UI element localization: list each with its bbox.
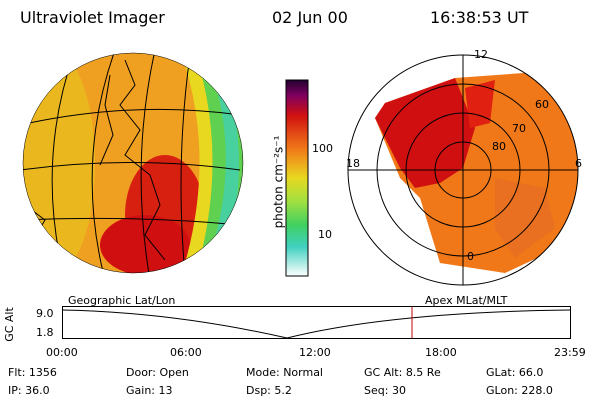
altitude-plot bbox=[61, 306, 571, 339]
polar-label-18: 18 bbox=[346, 157, 360, 170]
info-mode: Mode: Normal bbox=[246, 366, 323, 379]
info-gcalt-value: 8.5 Re bbox=[405, 366, 441, 379]
info-glon: GLon: 228.0 bbox=[486, 384, 553, 397]
date-label: 02 Jun 00 bbox=[272, 8, 348, 27]
info-door-label: Door: bbox=[126, 366, 156, 379]
altplot-ytick-top: 9.0 bbox=[36, 307, 54, 320]
left-caption: Geographic Lat/Lon bbox=[68, 294, 176, 307]
info-gcalt: GC Alt: 8.5 Re bbox=[364, 366, 441, 379]
right-caption: Apex MLat/MLT bbox=[425, 294, 508, 307]
app-title: Ultraviolet Imager bbox=[20, 8, 165, 27]
colorbar bbox=[285, 79, 309, 277]
info-mode-value: Normal bbox=[283, 366, 323, 379]
info-gcalt-label: GC Alt: bbox=[364, 366, 403, 379]
polar-lat-60: 60 bbox=[535, 98, 549, 111]
info-dsp-label: Dsp: bbox=[246, 384, 271, 397]
info-glat-value: 66.0 bbox=[518, 366, 544, 379]
altplot-xtick-0: 00:00 bbox=[46, 346, 78, 359]
polar-label-6: 6 bbox=[575, 157, 582, 170]
colorbar-tick-10: 10 bbox=[318, 228, 332, 241]
info-door-value: Open bbox=[159, 366, 189, 379]
info-seq-label: Seq: bbox=[364, 384, 389, 397]
altplot-xtick-1: 06:00 bbox=[170, 346, 202, 359]
info-glon-value: 228.0 bbox=[521, 384, 553, 397]
info-seq-value: 30 bbox=[391, 384, 406, 397]
altplot-xtick-3: 18:00 bbox=[425, 346, 457, 359]
info-glon-label: GLon: bbox=[486, 384, 518, 397]
polar-label-12: 12 bbox=[474, 48, 488, 61]
colorbar-label: photon cm⁻²s⁻¹ bbox=[271, 135, 286, 229]
polar-label-0: 0 bbox=[467, 250, 474, 263]
info-flt-label: Flt: bbox=[8, 366, 26, 379]
colorbar-tick-100: 100 bbox=[312, 142, 333, 155]
info-door: Door: Open bbox=[126, 366, 189, 379]
info-gain: Gain: 13 bbox=[126, 384, 173, 397]
info-ip-value: 36.0 bbox=[25, 384, 50, 397]
info-mode-label: Mode: bbox=[246, 366, 280, 379]
info-flt-value: 1356 bbox=[28, 366, 57, 379]
info-dsp-value: 5.2 bbox=[274, 384, 292, 397]
altplot-xtick-4: 23:59 bbox=[554, 346, 586, 359]
info-glat-label: GLat: bbox=[486, 366, 516, 379]
polar-lat-70: 70 bbox=[512, 122, 526, 135]
info-seq: Seq: 30 bbox=[364, 384, 406, 397]
info-dsp: Dsp: 5.2 bbox=[246, 384, 292, 397]
altplot-xtick-2: 12:00 bbox=[299, 346, 331, 359]
info-ip: IP: 36.0 bbox=[8, 384, 50, 397]
geographic-image bbox=[22, 52, 244, 274]
altplot-ytick-bottom: 1.8 bbox=[36, 326, 54, 339]
info-ip-label: IP: bbox=[8, 384, 22, 397]
info-gain-value: 13 bbox=[158, 384, 173, 397]
polar-lat-80: 80 bbox=[492, 140, 506, 153]
time-label: 16:38:53 UT bbox=[430, 8, 529, 27]
info-flt: Flt: 1356 bbox=[8, 366, 57, 379]
polar-plot bbox=[347, 54, 579, 286]
info-glat: GLat: 66.0 bbox=[486, 366, 543, 379]
info-gain-label: Gain: bbox=[126, 384, 155, 397]
altplot-ylabel: GC Alt bbox=[2, 307, 16, 342]
